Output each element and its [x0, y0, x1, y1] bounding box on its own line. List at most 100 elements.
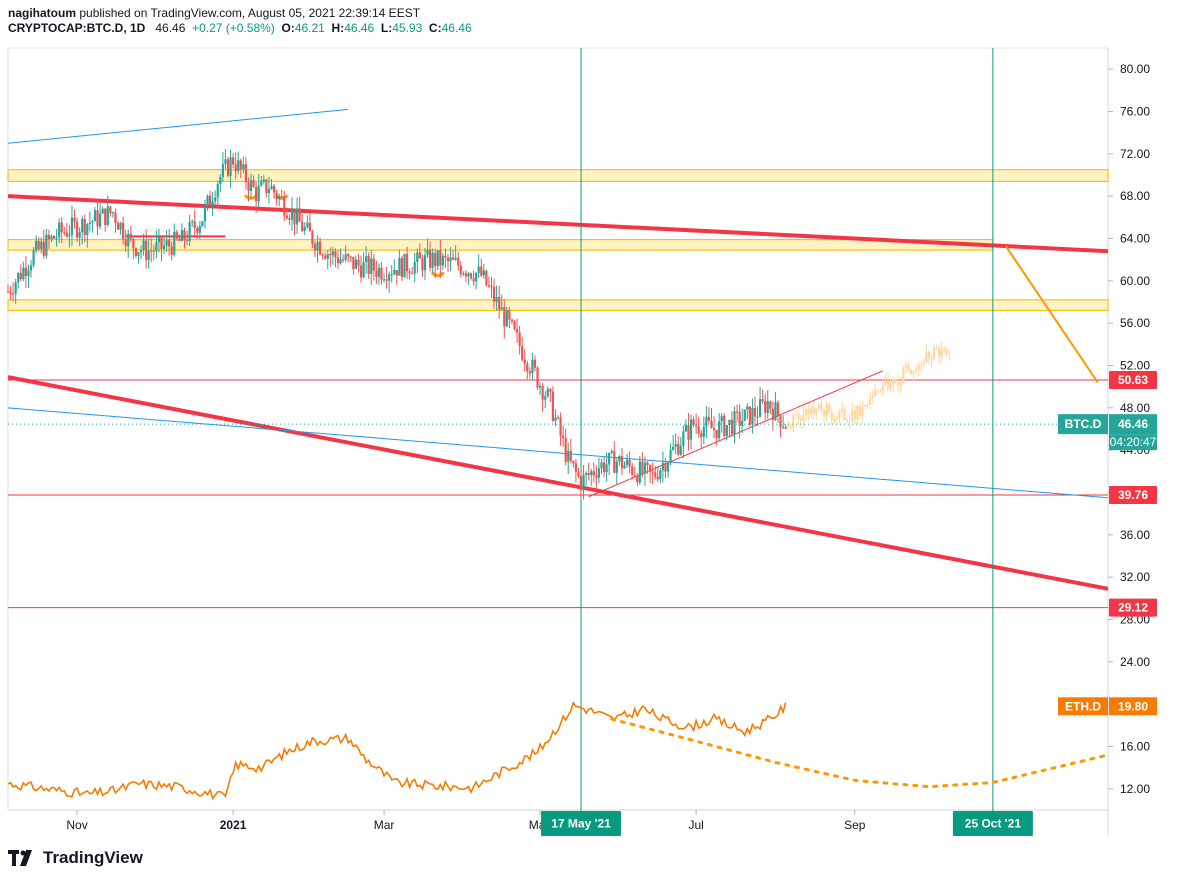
btc-candle — [439, 250, 442, 266]
projected-candle — [794, 413, 798, 415]
btc-candle — [40, 241, 43, 250]
btc-candle — [32, 250, 35, 266]
btc-candle — [505, 310, 508, 327]
btc-candle — [88, 222, 91, 224]
btc-candle — [513, 321, 516, 329]
projected-candle — [822, 409, 826, 417]
date-marker-label-bg — [541, 811, 622, 836]
projected-candle — [807, 409, 810, 415]
eth-projection-dotted-curve[interactable] — [610, 717, 1110, 789]
btc-candle — [631, 466, 634, 475]
lower-channel-trendline[interactable] — [7, 375, 1109, 591]
btc-candle — [352, 256, 355, 269]
btc-candle — [234, 164, 237, 172]
projected-candle — [812, 407, 815, 414]
btc-candle — [242, 164, 245, 170]
blue-trendline-lower[interactable] — [7, 407, 1109, 499]
btc-candle — [173, 231, 176, 255]
btc-candle — [784, 427, 787, 429]
projected-candle — [833, 418, 836, 421]
btc-candle — [306, 222, 309, 227]
projected-candle — [948, 352, 951, 354]
btc-candle — [434, 252, 437, 267]
btc-candle — [145, 240, 148, 261]
projected-candle — [838, 411, 841, 419]
btc-candle — [170, 246, 173, 255]
btc-candle — [623, 465, 626, 469]
btc-candle — [528, 371, 531, 374]
projected-candle — [945, 349, 948, 354]
btc-candle — [431, 252, 434, 268]
btc-candle — [78, 232, 81, 238]
btc-candle — [523, 359, 526, 364]
btc-candle — [684, 424, 688, 432]
btc-candle — [564, 437, 567, 462]
btc-candle — [267, 189, 271, 194]
author-name[interactable]: nagihatoum — [8, 6, 76, 20]
ohlc-line: CRYPTOCAP:BTC.D, 1D 46.46 +0.27 (+0.58%)… — [8, 21, 472, 36]
btc-candle — [452, 257, 455, 260]
upper-channel-trendline[interactable] — [7, 194, 1109, 254]
btc-candle — [226, 159, 230, 176]
btc-candle — [272, 185, 276, 193]
btc-candle — [510, 319, 514, 322]
symbol-label[interactable]: CRYPTOCAP:BTC.D, 1D — [8, 21, 146, 35]
btc-candle — [216, 183, 219, 198]
btc-candle — [648, 465, 652, 472]
btc-candle — [625, 459, 629, 466]
projected-candle — [922, 362, 925, 365]
price-tick-label: 68.00 — [1120, 189, 1150, 203]
btc-candle — [531, 359, 534, 374]
btc-candle — [518, 332, 521, 347]
btc-candle — [582, 474, 585, 491]
projection-arrow-path[interactable] — [1004, 245, 1099, 383]
btc-candle — [485, 270, 488, 286]
btc-candle — [73, 217, 76, 222]
projected-candle — [932, 347, 936, 360]
btc-candle — [114, 212, 117, 223]
eth-dominance-line[interactable] — [7, 700, 787, 801]
btc-candle — [308, 222, 311, 232]
projected-candle — [938, 348, 941, 357]
btc-candle — [362, 261, 365, 278]
projected-candle — [940, 347, 943, 357]
btc-candle — [746, 406, 749, 410]
btc-candle — [359, 265, 363, 278]
projected-candle — [907, 365, 910, 370]
open-label: O: — [281, 21, 295, 35]
btc-candle — [147, 250, 150, 261]
btc-candle — [180, 229, 184, 241]
btc-candle — [52, 236, 56, 239]
btc-candle — [334, 251, 337, 258]
btc-candle — [388, 274, 391, 281]
resistance-zone-70[interactable] — [7, 169, 1109, 182]
low-value: 45.93 — [392, 21, 423, 35]
btc-candle — [446, 257, 450, 262]
projected-candle — [789, 426, 792, 428]
btc-candle — [723, 415, 726, 436]
btc-candle — [459, 265, 462, 275]
btc-candle — [682, 431, 685, 446]
tradingview-logo[interactable]: TradingView — [8, 848, 143, 868]
btc-candle — [42, 241, 45, 256]
rising-support-trendline[interactable] — [588, 370, 884, 498]
btc-candle — [313, 243, 317, 251]
btc-candle — [600, 462, 603, 469]
projected-candle — [843, 409, 846, 421]
tradingview-logo-icon — [8, 850, 32, 866]
projected-candle — [927, 351, 931, 359]
btc-candle — [129, 233, 132, 239]
btc-candle — [349, 256, 352, 258]
btc-candle — [344, 254, 347, 260]
support-zone-57[interactable] — [7, 299, 1109, 312]
btc-candle — [677, 443, 680, 455]
projected-candle — [851, 410, 854, 422]
btc-candle — [521, 346, 524, 360]
blue-trendline-upper[interactable] — [7, 108, 349, 144]
btc-candle — [9, 291, 12, 294]
price-tick-label: 32.00 — [1120, 570, 1150, 584]
btc-candle — [692, 419, 695, 425]
btc-candle — [237, 160, 240, 172]
projected-candle — [915, 369, 918, 371]
